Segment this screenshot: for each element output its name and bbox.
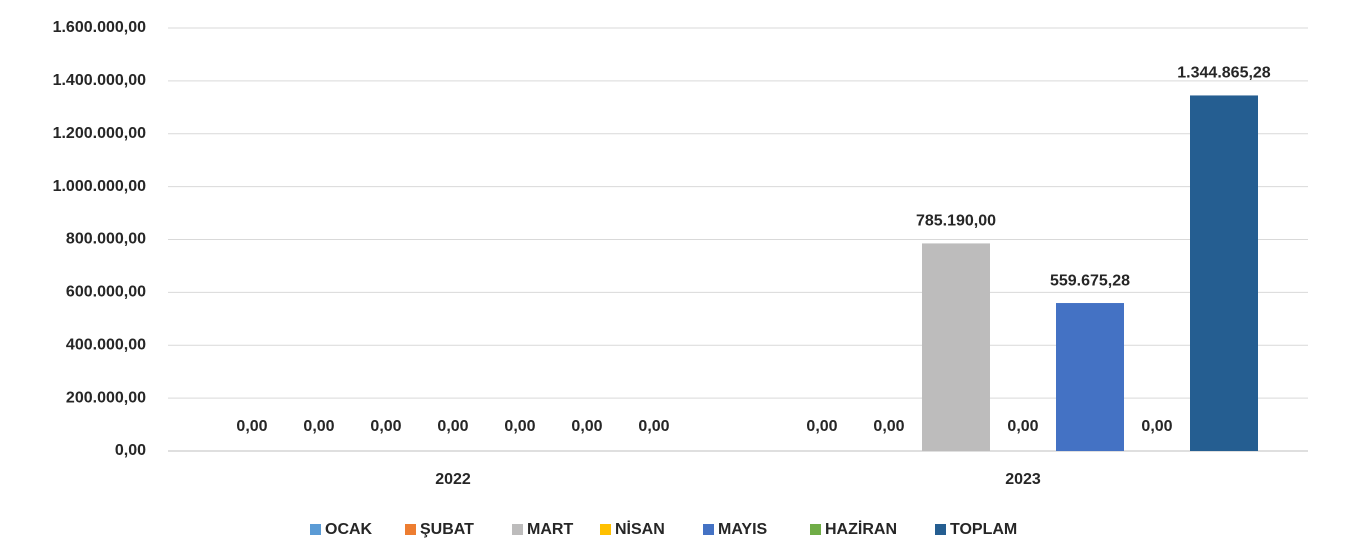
legend-swatch bbox=[310, 524, 321, 535]
value-label: 0,00 bbox=[236, 418, 267, 435]
legend-swatch bbox=[935, 524, 946, 535]
x-tick-label: 2022 bbox=[435, 471, 471, 488]
legend-label: OCAK bbox=[325, 521, 373, 538]
y-tick-label: 0,00 bbox=[115, 442, 146, 459]
legend-label: MAYIS bbox=[718, 521, 768, 538]
legend-label: TOPLAM bbox=[950, 521, 1017, 538]
legend-swatch bbox=[600, 524, 611, 535]
value-label: 0,00 bbox=[437, 418, 468, 435]
value-label: 0,00 bbox=[1007, 418, 1038, 435]
value-label: 1.344.865,28 bbox=[1177, 65, 1271, 82]
value-label: 0,00 bbox=[806, 418, 837, 435]
bar bbox=[1056, 303, 1124, 451]
legend-label: NİSAN bbox=[615, 520, 665, 538]
y-tick-label: 600.000,00 bbox=[66, 284, 146, 301]
y-tick-label: 200.000,00 bbox=[66, 389, 146, 406]
value-label: 0,00 bbox=[504, 418, 535, 435]
bar bbox=[1190, 95, 1258, 452]
value-label: 559.675,28 bbox=[1050, 272, 1130, 289]
y-tick-label: 1.400.000,00 bbox=[53, 72, 147, 89]
value-label: 0,00 bbox=[571, 418, 602, 435]
legend-label: HAZİRAN bbox=[825, 520, 897, 538]
value-label: 0,00 bbox=[1141, 418, 1172, 435]
value-label: 0,00 bbox=[370, 418, 401, 435]
y-tick-label: 400.000,00 bbox=[66, 336, 146, 353]
legend-swatch bbox=[405, 524, 416, 535]
y-tick-label: 1.600.000,00 bbox=[53, 19, 147, 36]
legend-label: ŞUBAT bbox=[420, 521, 474, 538]
value-label: 0,00 bbox=[873, 418, 904, 435]
y-tick-label: 1.000.000,00 bbox=[53, 178, 147, 195]
x-tick-label: 2023 bbox=[1005, 471, 1041, 488]
bar bbox=[922, 243, 990, 451]
y-tick-label: 1.200.000,00 bbox=[53, 125, 147, 142]
value-label: 0,00 bbox=[638, 418, 669, 435]
value-label: 0,00 bbox=[303, 418, 334, 435]
value-label: 785.190,00 bbox=[916, 213, 996, 230]
legend-swatch bbox=[512, 524, 523, 535]
legend-label: MART bbox=[527, 521, 573, 538]
legend-swatch bbox=[810, 524, 821, 535]
legend-swatch bbox=[703, 524, 714, 535]
y-tick-label: 800.000,00 bbox=[66, 231, 146, 248]
